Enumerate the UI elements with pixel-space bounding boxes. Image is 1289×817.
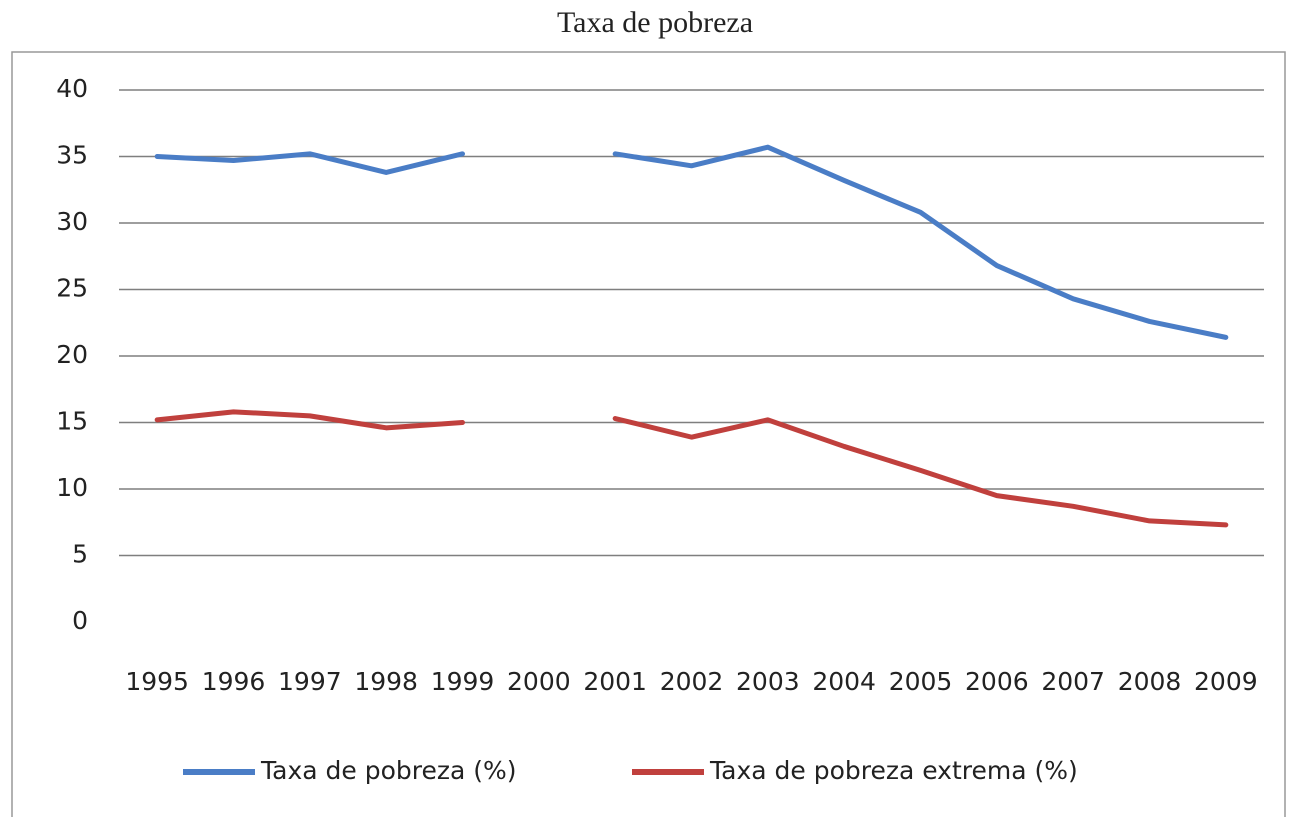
x-tick-label: 1998 xyxy=(354,667,418,696)
x-tick-label: 2005 xyxy=(889,667,953,696)
x-tick-label: 2007 xyxy=(1041,667,1105,696)
y-tick-label: 25 xyxy=(56,274,88,303)
y-tick-label: 30 xyxy=(56,207,88,236)
legend-label: Taxa de pobreza extrema (%) xyxy=(709,756,1078,785)
series-line xyxy=(154,409,1229,528)
legend-label: Taxa de pobreza (%) xyxy=(260,756,517,785)
y-tick-label: 20 xyxy=(56,340,88,369)
x-tick-label: 2001 xyxy=(583,667,647,696)
y-tick-label: 40 xyxy=(56,74,88,103)
x-tick-label: 2000 xyxy=(507,667,571,696)
x-tick-label: 2009 xyxy=(1194,667,1258,696)
x-tick-label: 2006 xyxy=(965,667,1029,696)
chart-title: Taxa de pobreza xyxy=(557,6,753,39)
y-tick-label: 35 xyxy=(56,141,88,170)
x-tick-label: 1996 xyxy=(202,667,266,696)
x-tick-label: 2004 xyxy=(812,667,876,696)
x-tick-label: 2008 xyxy=(1118,667,1182,696)
x-tick-label: 1999 xyxy=(431,667,495,696)
x-tick-label: 1997 xyxy=(278,667,342,696)
y-tick-label: 5 xyxy=(72,540,88,569)
x-tick-label: 2003 xyxy=(736,667,800,696)
chart-border xyxy=(11,51,1286,817)
series-line xyxy=(154,144,1229,340)
y-tick-label: 10 xyxy=(56,473,88,502)
x-tick-label: 2002 xyxy=(660,667,724,696)
y-tick-label: 15 xyxy=(56,407,88,436)
x-tick-label: 1995 xyxy=(125,667,189,696)
y-tick-label: 0 xyxy=(72,606,88,635)
